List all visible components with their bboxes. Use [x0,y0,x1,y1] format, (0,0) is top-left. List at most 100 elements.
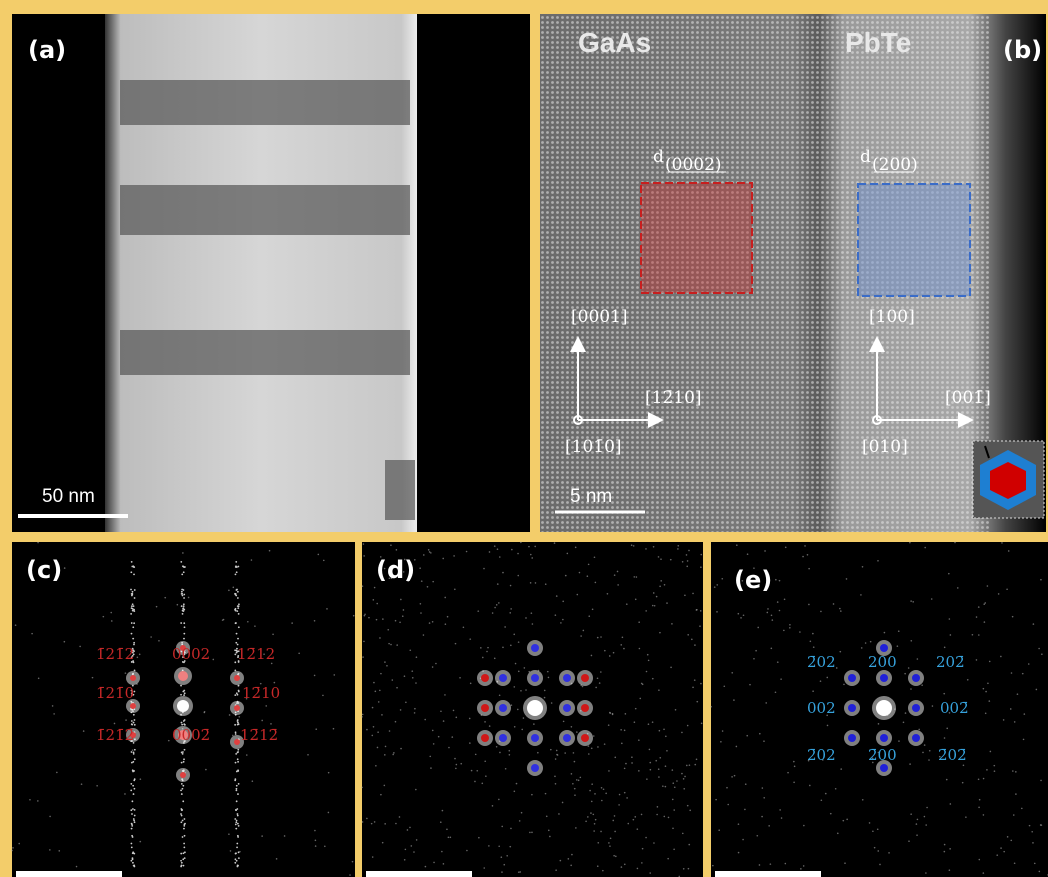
noise-dot [1040,824,1042,826]
noise-dot [656,814,658,816]
noise-dot [388,643,390,645]
noise-dot [922,752,924,754]
noise-dot [390,644,392,646]
noise-dot [715,799,717,801]
noise-dot [789,627,791,629]
noise-dot [918,729,920,731]
streak-dot [134,788,136,790]
noise-dot [562,601,564,603]
noise-dot [638,739,640,741]
noise-dot [652,721,654,723]
noise-dot [229,714,231,716]
spot [178,671,188,681]
noise-dot [723,685,725,687]
noise-dot [687,560,689,562]
noise-dot [333,728,335,730]
noise-dot [574,794,576,796]
noise-dot [364,613,366,615]
streak-dot [181,815,183,817]
streak-dot [183,824,185,826]
noise-dot [820,611,822,613]
noise-dot [508,750,510,752]
noise-dot [228,833,230,835]
noise-dot [140,778,142,780]
noise-dot [1021,808,1023,810]
spot-label: 2̄02 [807,746,836,764]
noise-dot [15,624,17,626]
noise-dot [775,691,777,693]
noise-dot [389,730,391,732]
noise-dot [662,785,664,787]
noise-dot [994,770,996,772]
noise-dot [749,684,751,686]
spot-label: 002 [807,699,836,717]
noise-dot [403,609,405,611]
spot [531,674,539,682]
streak-dot [235,821,237,823]
noise-dot [733,699,735,701]
streak-dot [238,690,240,692]
noise-dot [965,816,967,818]
noise-dot [372,707,374,709]
noise-dot [726,787,728,789]
streak-dot [133,642,135,644]
noise-dot [466,551,468,553]
noise-dot [779,580,781,582]
noise-dot [474,781,476,783]
streak-dot [183,852,185,854]
noise-dot [908,840,910,842]
noise-dot [498,602,500,604]
noise-dot [579,572,581,574]
noise-dot [787,772,789,774]
noise-dot [672,828,674,830]
noise-dot [139,841,141,843]
noise-dot [595,687,597,689]
noise-dot [37,542,39,544]
streak-dot [181,809,183,811]
streak-dot [133,605,135,607]
noise-dot [544,697,546,699]
noise-dot [399,622,401,624]
spot-label: 202̄ [936,653,965,671]
noise-dot [400,748,402,750]
noise-dot [655,760,657,762]
noise-dot [447,616,449,618]
noise-dot [53,713,55,715]
noise-dot [1014,721,1016,723]
noise-dot [509,612,511,614]
noise-dot [455,717,457,719]
noise-dot [802,556,804,558]
noise-dot [83,730,85,732]
noise-dot [753,658,755,660]
streak-dot [132,862,134,864]
noise-dot [988,700,990,702]
streak-dot [236,571,238,573]
noise-dot [156,606,158,608]
noise-dot [416,656,418,658]
noise-dot [517,553,519,555]
noise-dot [361,787,363,789]
noise-dot [944,737,946,739]
noise-dot [799,631,801,633]
streak-dot [180,561,182,563]
noise-dot [993,765,995,767]
noise-dot [686,554,688,556]
streak-dot [134,815,136,817]
noise-dot [81,783,83,785]
noise-dot [366,729,368,731]
noise-dot [412,677,414,679]
noise-dot [659,730,661,732]
noise-dot [681,773,683,775]
noise-dot [979,859,981,861]
noise-dot [998,593,1000,595]
noise-dot [588,745,590,747]
noise-dot [506,855,508,857]
noise-dot [442,558,444,560]
noise-dot [1003,851,1005,853]
noise-dot [681,732,683,734]
noise-dot [878,723,880,725]
noise-dot [1038,648,1040,650]
noise-dot [763,740,765,742]
noise-dot [438,736,440,738]
streak-dot [130,571,132,573]
